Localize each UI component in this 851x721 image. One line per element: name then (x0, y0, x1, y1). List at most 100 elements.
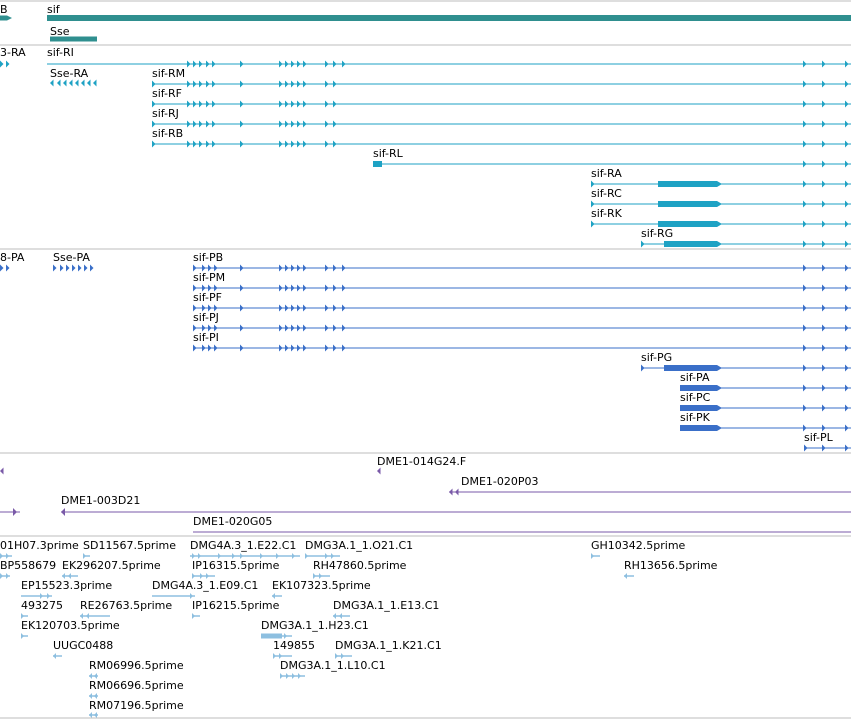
exon-marker[interactable] (291, 60, 295, 68)
exon-marker[interactable] (214, 304, 218, 312)
exon-marker[interactable] (90, 264, 94, 272)
exon-marker[interactable] (822, 444, 826, 452)
exon-marker[interactable] (845, 264, 849, 272)
exon-block[interactable] (658, 221, 722, 227)
exon-marker[interactable] (279, 653, 282, 659)
exon-marker[interactable] (66, 264, 70, 272)
exon-marker[interactable] (89, 712, 92, 718)
exon-marker[interactable] (240, 264, 244, 272)
exon-marker[interactable] (208, 284, 212, 292)
exon-marker[interactable] (845, 200, 849, 208)
exon-marker[interactable] (803, 240, 807, 248)
est-feature-label[interactable]: EK296207.5prime (62, 559, 161, 572)
est-feature-label[interactable]: EK120703.5prime (21, 619, 120, 632)
est-feature-label[interactable]: DMG3A.1_1.K21.C1 (335, 639, 442, 652)
exon-marker[interactable] (319, 573, 322, 579)
exon-marker[interactable] (260, 553, 263, 559)
exon-marker[interactable] (279, 80, 283, 88)
exon-marker[interactable] (94, 693, 97, 699)
est-feature-label[interactable]: DMG4A.3_1.E22.C1 (190, 539, 297, 552)
exon-marker[interactable] (94, 712, 97, 718)
exon-marker[interactable] (93, 79, 97, 87)
exon-marker[interactable] (202, 344, 206, 352)
est-feature-label[interactable]: 149855 (273, 639, 315, 652)
exon-marker[interactable] (206, 573, 209, 579)
exon-marker[interactable] (291, 140, 295, 148)
exon-marker[interactable] (69, 79, 73, 87)
exon-marker[interactable] (21, 613, 24, 619)
exon-marker[interactable] (297, 120, 301, 128)
exon-marker[interactable] (75, 79, 79, 87)
exon-marker[interactable] (193, 304, 197, 312)
exon-marker[interactable] (325, 324, 329, 332)
exon-marker[interactable] (333, 344, 337, 352)
exon-marker[interactable] (297, 284, 301, 292)
exon-marker[interactable] (285, 284, 289, 292)
exon-marker[interactable] (845, 160, 849, 168)
exon-marker[interactable] (0, 60, 4, 68)
est-feature-label[interactable]: GH10342.5prime (591, 539, 686, 552)
exon-marker[interactable] (803, 120, 807, 128)
exon-marker[interactable] (342, 60, 346, 68)
exon-marker[interactable] (822, 404, 826, 412)
exon-marker[interactable] (297, 304, 301, 312)
exon-marker[interactable] (845, 384, 849, 392)
exon-marker[interactable] (803, 304, 807, 312)
exon-marker[interactable] (803, 100, 807, 108)
exon-marker[interactable] (152, 80, 156, 88)
exon-marker[interactable] (803, 284, 807, 292)
exon-marker[interactable] (591, 200, 595, 208)
exon-block[interactable] (664, 365, 722, 371)
exon-marker[interactable] (285, 100, 289, 108)
exon-marker[interactable] (86, 613, 89, 619)
exon-marker[interactable] (325, 553, 328, 559)
exon-marker[interactable] (803, 404, 807, 412)
exon-marker[interactable] (333, 304, 337, 312)
exon-block[interactable] (658, 181, 722, 187)
exon-marker[interactable] (279, 140, 283, 148)
exon-marker[interactable] (192, 613, 195, 619)
exon-marker[interactable] (291, 80, 295, 88)
exon-marker[interactable] (193, 60, 197, 68)
est-feature-label[interactable]: RE26763.5prime (80, 599, 173, 612)
exon-marker[interactable] (377, 467, 381, 475)
protein-feature-label[interactable]: sif-PJ (193, 311, 219, 324)
exon-marker[interactable] (214, 344, 218, 352)
exon-marker[interactable] (279, 264, 283, 272)
exon-marker[interactable] (591, 180, 595, 188)
exon-block[interactable] (680, 405, 722, 411)
exon-marker[interactable] (6, 264, 10, 272)
exon-marker[interactable] (78, 264, 82, 272)
exon-marker[interactable] (193, 264, 197, 272)
exon-marker[interactable] (212, 140, 216, 148)
transcript-feature-label[interactable]: 3-RA (0, 46, 26, 59)
exon-marker[interactable] (804, 444, 808, 452)
protein-feature-label[interactable]: sif-PF (193, 291, 222, 304)
exon-marker[interactable] (822, 324, 826, 332)
exon-marker[interactable] (641, 240, 645, 248)
exon-marker[interactable] (325, 344, 329, 352)
gene-feature-label[interactable]: B (0, 3, 8, 16)
exon-marker[interactable] (342, 304, 346, 312)
gene-feature-label[interactable]: Sse (50, 25, 70, 38)
exon-marker[interactable] (63, 79, 67, 87)
exon-marker[interactable] (89, 693, 92, 699)
exon-marker[interactable] (193, 140, 197, 148)
exon-marker[interactable] (292, 673, 295, 679)
exon-marker[interactable] (193, 344, 197, 352)
exon-marker[interactable] (325, 284, 329, 292)
exon-marker[interactable] (333, 120, 337, 128)
exon-marker[interactable] (218, 553, 221, 559)
exon-marker[interactable] (822, 80, 826, 88)
protein-feature-label[interactable]: sif-PC (680, 391, 711, 404)
exon-marker[interactable] (325, 100, 329, 108)
exon-marker[interactable] (0, 573, 3, 579)
exon-marker[interactable] (152, 140, 156, 148)
exon-marker[interactable] (279, 60, 283, 68)
exon-marker[interactable] (803, 324, 807, 332)
est-feature-label[interactable]: EP15523.3prime (21, 579, 113, 592)
exon-marker[interactable] (822, 344, 826, 352)
transcript-feature-label[interactable]: sif-RM (152, 67, 186, 80)
exon-marker[interactable] (303, 284, 307, 292)
